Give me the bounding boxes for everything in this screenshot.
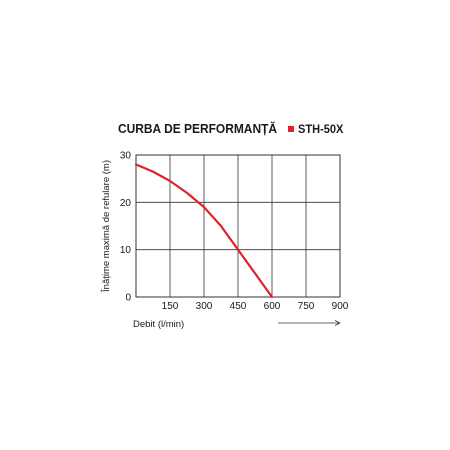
x-tick-label: 150 — [162, 301, 179, 312]
y-axis-label: Înățime maximă de refulare (m) — [101, 160, 112, 293]
y-tick-label: 10 — [120, 245, 132, 256]
x-tick-label: 900 — [332, 301, 349, 312]
x-tick-label: 300 — [196, 301, 213, 312]
arrow-right-icon — [334, 320, 341, 326]
x-tick-label: 450 — [230, 301, 247, 312]
legend-label: STH-50X — [298, 122, 344, 136]
legend-swatch — [288, 126, 294, 132]
x-tick-label: 600 — [264, 301, 281, 312]
y-tick-label: 20 — [120, 198, 132, 209]
x-tick-label: 750 — [298, 301, 315, 312]
chart-title: CURBA DE PERFORMANȚĂ — [118, 121, 278, 136]
y-tick-label: 0 — [125, 293, 131, 304]
plot-frame — [135, 154, 341, 298]
series-line-sth-50x — [134, 163, 274, 299]
legend: STH-50X — [288, 122, 347, 136]
x-axis-label: Debit (l/min) — [133, 319, 184, 330]
y-tick-label: 30 — [120, 151, 132, 162]
